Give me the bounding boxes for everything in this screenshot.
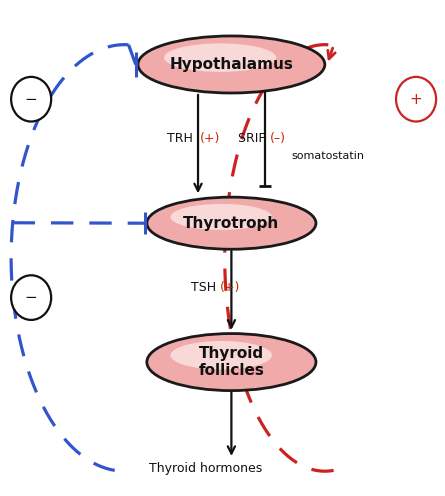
Text: Thyroid hormones: Thyroid hormones (149, 462, 262, 475)
Ellipse shape (147, 197, 316, 249)
Text: (–): (–) (270, 132, 286, 145)
Text: (+): (+) (200, 132, 221, 145)
Text: +: + (410, 92, 422, 107)
Circle shape (11, 275, 51, 320)
Text: −: − (25, 92, 37, 107)
Ellipse shape (138, 36, 325, 93)
Text: Thyrotroph: Thyrotroph (183, 216, 279, 231)
Text: somatostatin: somatostatin (291, 151, 364, 161)
Text: TRH: TRH (167, 132, 197, 145)
Text: TSH: TSH (191, 281, 220, 294)
Ellipse shape (147, 333, 316, 391)
Circle shape (396, 77, 436, 122)
Ellipse shape (170, 204, 272, 230)
Ellipse shape (164, 43, 276, 72)
Text: −: − (25, 290, 37, 305)
Ellipse shape (170, 341, 272, 370)
Text: SRIF: SRIF (238, 132, 270, 145)
Text: (+): (+) (220, 281, 241, 294)
Circle shape (11, 77, 51, 122)
Text: Thyroid
follicles: Thyroid follicles (198, 346, 264, 378)
Text: Hypothalamus: Hypothalamus (170, 57, 293, 72)
